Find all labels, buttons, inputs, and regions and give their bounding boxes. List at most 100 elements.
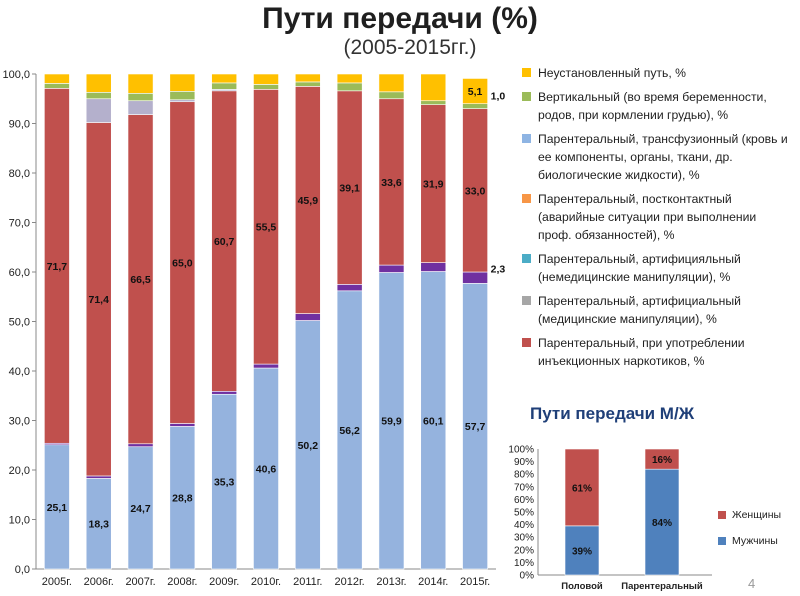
legend-swatch (522, 92, 531, 101)
bar-segment (336, 90, 363, 285)
bar-segment (85, 73, 112, 93)
data-label: 39,1 (339, 183, 360, 195)
legend-item: Парентеральный, артифициальный (медицинс… (522, 292, 790, 328)
data-label: 31,9 (423, 179, 444, 191)
data-label: 66,5 (130, 274, 151, 286)
legend-item: Парентеральный, трансфузионный (кровь и … (522, 130, 790, 184)
data-label: 50,2 (298, 440, 319, 452)
legend-swatch (522, 194, 531, 203)
bar-segment (462, 78, 488, 105)
legend-swatch (522, 338, 531, 347)
bar-segment (169, 91, 196, 101)
data-label: 33,0 (465, 185, 486, 197)
bar-segment (462, 271, 488, 284)
data-label: 60,7 (214, 236, 235, 248)
x-tick-label: 2011г. (293, 576, 322, 588)
sub-legend-swatch (718, 537, 726, 545)
bar-segment (378, 272, 405, 570)
x-tick-label: 2006г. (84, 576, 114, 588)
bar-segment (294, 86, 321, 314)
data-label: 71,7 (47, 261, 68, 273)
bar-segment (253, 84, 279, 90)
y-tick-label: 20,0 (9, 465, 30, 477)
bar-segment (420, 73, 447, 102)
bar-segment (127, 93, 154, 102)
bar-segment (44, 88, 70, 444)
data-label: 18,3 (89, 519, 110, 531)
data-label: 28,8 (172, 493, 193, 505)
legend-swatch (522, 296, 531, 305)
data-label: 40,6 (256, 464, 277, 476)
bar-segment (169, 426, 196, 570)
sub-legend: Женщины Мужчины (718, 508, 781, 560)
x-tick-label: 2008г. (167, 576, 197, 588)
bar-segment (85, 98, 112, 123)
legend-swatch (522, 68, 531, 77)
bar-segment (253, 367, 279, 570)
y-tick-label: 50,0 (9, 317, 30, 329)
x-tick-label: 2013г. (376, 576, 406, 588)
sub-chart-title: Пути передачи М/Ж (530, 404, 695, 423)
bar-segment (378, 264, 405, 273)
legend-label: Неустановленный путь, % (538, 66, 686, 80)
bar-segment (462, 103, 488, 109)
bar-segment (44, 73, 70, 84)
legend-label: Парентеральный, постконтактный (аварийны… (538, 192, 757, 242)
data-label: 25,1 (47, 502, 68, 514)
bar-segment (85, 92, 112, 100)
data-label: 59,9 (381, 416, 402, 428)
bar-segment (211, 393, 238, 570)
y-tick-label: 90,0 (9, 119, 30, 131)
legend-item: Парентеральный, постконтактный (аварийны… (522, 190, 790, 244)
data-label: 57,7 (465, 421, 486, 433)
data-label: 1,0 (491, 91, 506, 103)
data-label: 55,5 (256, 222, 277, 234)
y-tick-label: 100,0 (2, 69, 30, 81)
bar-segment (294, 73, 321, 83)
legend-item: Вертикальный (во время беременности, род… (522, 88, 790, 124)
bar-segment (420, 100, 447, 105)
legend-swatch (522, 134, 531, 143)
y-tick-label: 40,0 (9, 366, 30, 378)
data-label: 5,1 (468, 86, 483, 98)
bar-segment (336, 73, 363, 84)
bar-segment (294, 320, 321, 570)
sub-legend-swatch (718, 511, 726, 519)
bar-segment (85, 122, 112, 477)
data-label: 35,3 (214, 477, 235, 489)
bar-segment (336, 82, 363, 92)
y-tick-label: 10,0 (9, 515, 30, 527)
x-tick-label: 2012г. (335, 576, 365, 588)
bar-segment (378, 91, 405, 100)
bar-segment (378, 73, 405, 93)
x-tick-label: 2005г. (42, 576, 72, 588)
bar-segment (169, 73, 196, 92)
bar-segment (336, 290, 363, 570)
legend-label: Вертикальный (во время беременности, род… (538, 90, 767, 122)
legend-item: Неустановленный путь, % (522, 64, 790, 82)
x-tick-label: 2009г. (209, 576, 239, 588)
bar-segment (211, 82, 238, 90)
x-tick-label: 2010г. (251, 576, 281, 588)
data-label: 2,3 (491, 264, 506, 276)
legend-swatch (522, 254, 531, 263)
data-label: 24,7 (130, 503, 151, 515)
bar-segment (211, 73, 238, 84)
bar-segment (420, 104, 447, 263)
bar-segment (85, 475, 112, 479)
x-tick-label: 2007г. (125, 576, 155, 588)
data-label: 45,9 (298, 195, 319, 207)
bar-segment (169, 423, 196, 427)
data-label: 65,0 (172, 258, 193, 270)
bar-segment (462, 283, 488, 570)
bar-segment (44, 444, 70, 570)
bar-segment (127, 114, 154, 445)
y-tick-label: 30,0 (9, 416, 30, 428)
data-label: 33,6 (381, 177, 402, 189)
legend-label: Парентеральный, артифициальный (медицинс… (538, 294, 741, 326)
x-tick-label: 2015г. (460, 576, 490, 588)
sub-legend-label: Мужчины (732, 535, 778, 547)
y-tick-label: 70,0 (9, 218, 30, 230)
legend-label: Парентеральный, трансфузионный (кровь и … (538, 132, 788, 182)
data-label: 56,2 (339, 425, 360, 437)
